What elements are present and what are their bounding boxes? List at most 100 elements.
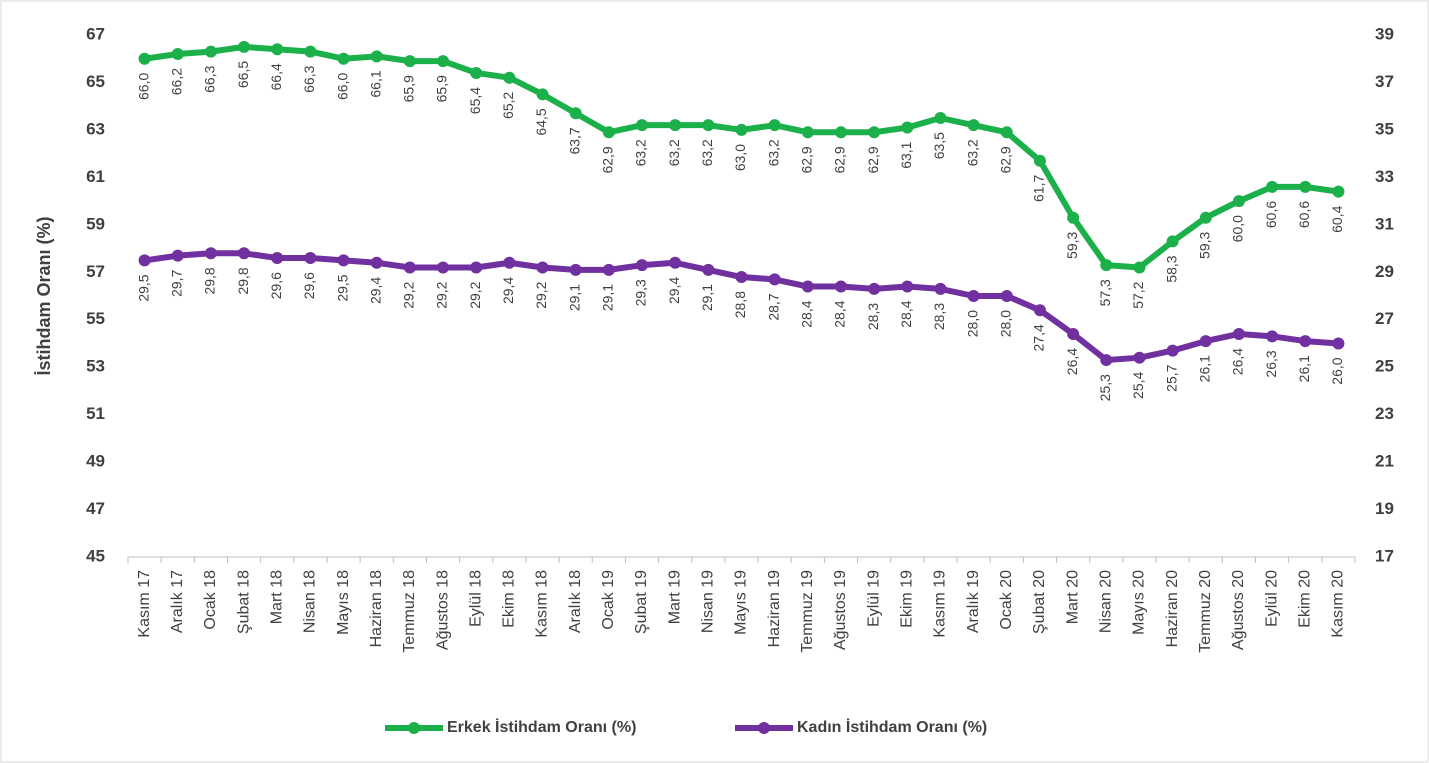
series-point — [171, 249, 184, 262]
series-point — [669, 119, 682, 132]
series-point — [337, 254, 350, 267]
series-point — [1166, 235, 1179, 248]
value-label: 57,3 — [1097, 279, 1113, 306]
x-tick-label: Ağustos 20 — [1230, 570, 1247, 650]
series-point — [1000, 126, 1013, 139]
series-point — [370, 256, 383, 269]
series-point — [1332, 185, 1345, 198]
value-label: 25,7 — [1163, 364, 1179, 391]
value-label: 28,7 — [765, 293, 781, 320]
x-tick-label: Kasım 20 — [1330, 570, 1347, 638]
series-point — [967, 290, 980, 302]
series-point — [1133, 261, 1146, 274]
value-label: 66,1 — [367, 70, 383, 97]
x-tick-label: Haziran 19 — [766, 570, 783, 647]
value-label: 60,6 — [1296, 201, 1312, 228]
x-tick-label: Ocak 20 — [998, 570, 1015, 630]
series-point — [702, 263, 715, 276]
series-point — [868, 126, 881, 139]
y-axis-label: İstihdam Oranı (%) — [34, 216, 54, 375]
series-point — [370, 50, 383, 63]
series-point — [1332, 337, 1345, 350]
value-label: 29,2 — [533, 281, 549, 308]
series-point — [834, 126, 847, 139]
series-point — [735, 123, 748, 136]
y2-tick-label: 21 — [1375, 452, 1394, 471]
value-label: 29,4 — [367, 277, 383, 304]
x-tick-label: Eylül 18 — [467, 570, 484, 627]
value-label: 28,8 — [732, 291, 748, 318]
series-point — [1199, 335, 1212, 348]
series-point — [735, 271, 748, 284]
y-tick-label: 65 — [86, 72, 105, 91]
y-tick-label: 63 — [86, 119, 105, 138]
series-point — [702, 119, 715, 132]
value-label: 29,6 — [268, 272, 284, 299]
y2-tick-label: 31 — [1375, 214, 1394, 233]
value-label: 66,0 — [135, 73, 151, 100]
series-point — [901, 280, 914, 293]
series-point — [768, 273, 781, 286]
series-point — [304, 252, 317, 265]
series-point — [569, 107, 582, 120]
value-label: 66,4 — [268, 63, 284, 90]
value-label: 25,4 — [1130, 371, 1146, 398]
value-label: 28,4 — [898, 300, 914, 327]
value-label: 28,3 — [865, 303, 881, 330]
x-tick-label: Şubat 20 — [1031, 570, 1048, 634]
series-point — [868, 282, 881, 295]
y-tick-label: 67 — [86, 24, 105, 43]
value-label: 29,1 — [600, 284, 616, 311]
x-tick-label: Temmuz 19 — [799, 570, 816, 653]
series-point — [1299, 180, 1312, 193]
value-label: 62,9 — [865, 146, 881, 173]
series-point — [1299, 335, 1312, 348]
value-label: 63,1 — [898, 141, 914, 168]
y-tick-label: 49 — [86, 452, 105, 471]
series-point — [437, 261, 450, 274]
value-label: 63,5 — [931, 132, 947, 159]
x-tick-label: Ekim 20 — [1296, 570, 1313, 628]
value-label: 29,8 — [235, 267, 251, 294]
series-point — [138, 52, 151, 65]
value-label: 62,9 — [832, 146, 848, 173]
value-label: 25,3 — [1097, 374, 1113, 401]
y-tick-label: 59 — [86, 214, 105, 233]
series-point — [138, 254, 151, 267]
value-label: 29,2 — [467, 281, 483, 308]
series-point — [204, 247, 217, 260]
value-label: 27,4 — [1031, 324, 1047, 351]
series-point — [238, 247, 251, 260]
x-tick-label: Nisan 19 — [700, 570, 717, 633]
series-point — [1232, 195, 1245, 208]
x-tick-label: Aralık 18 — [567, 570, 584, 633]
x-tick-label: Mayıs 18 — [335, 570, 352, 635]
x-tick-label: Ocak 18 — [202, 570, 219, 630]
x-tick-label: Ağustos 19 — [832, 570, 849, 650]
value-label: 29,7 — [168, 269, 184, 296]
value-label: 28,4 — [799, 300, 815, 327]
value-label: 59,3 — [1196, 231, 1212, 258]
x-tick-label: Aralık 17 — [169, 570, 186, 633]
series-point — [1100, 259, 1113, 272]
series-point — [1067, 211, 1080, 224]
legend-label: Erkek İstihdam Oranı (%) — [447, 718, 636, 736]
series-point — [834, 280, 847, 293]
legend-marker — [758, 722, 770, 734]
x-tick-label: Mart 20 — [1064, 570, 1081, 624]
value-label: 66,2 — [168, 68, 184, 95]
value-label: 63,2 — [765, 139, 781, 166]
series-point — [304, 45, 317, 58]
y-tick-label: 47 — [86, 499, 105, 518]
x-tick-label: Eylül 20 — [1263, 570, 1280, 627]
value-label: 61,7 — [1031, 175, 1047, 202]
y2-tick-label: 25 — [1375, 357, 1394, 376]
y2-tick-label: 33 — [1375, 167, 1394, 186]
value-label: 28,0 — [964, 310, 980, 337]
y-tick-label: 45 — [86, 546, 105, 565]
x-tick-label: Mart 18 — [268, 570, 285, 624]
y-tick-label: 61 — [86, 167, 105, 186]
series-point — [536, 261, 549, 274]
x-tick-label: Kasım 19 — [932, 570, 949, 638]
